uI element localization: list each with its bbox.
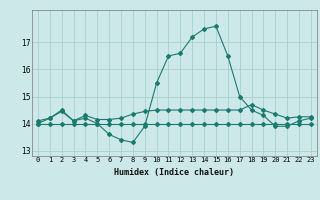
X-axis label: Humidex (Indice chaleur): Humidex (Indice chaleur) [115, 168, 234, 177]
